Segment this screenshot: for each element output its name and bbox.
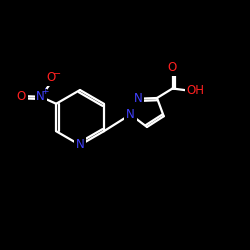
Text: N: N xyxy=(134,92,142,105)
Text: −: − xyxy=(53,69,61,79)
Text: OH: OH xyxy=(186,84,204,97)
Text: N: N xyxy=(76,138,84,151)
Text: O: O xyxy=(168,61,177,74)
Text: N: N xyxy=(36,90,45,103)
Text: O: O xyxy=(47,71,56,84)
Text: O: O xyxy=(17,90,26,103)
Text: N: N xyxy=(126,108,135,121)
Text: +: + xyxy=(41,87,49,96)
